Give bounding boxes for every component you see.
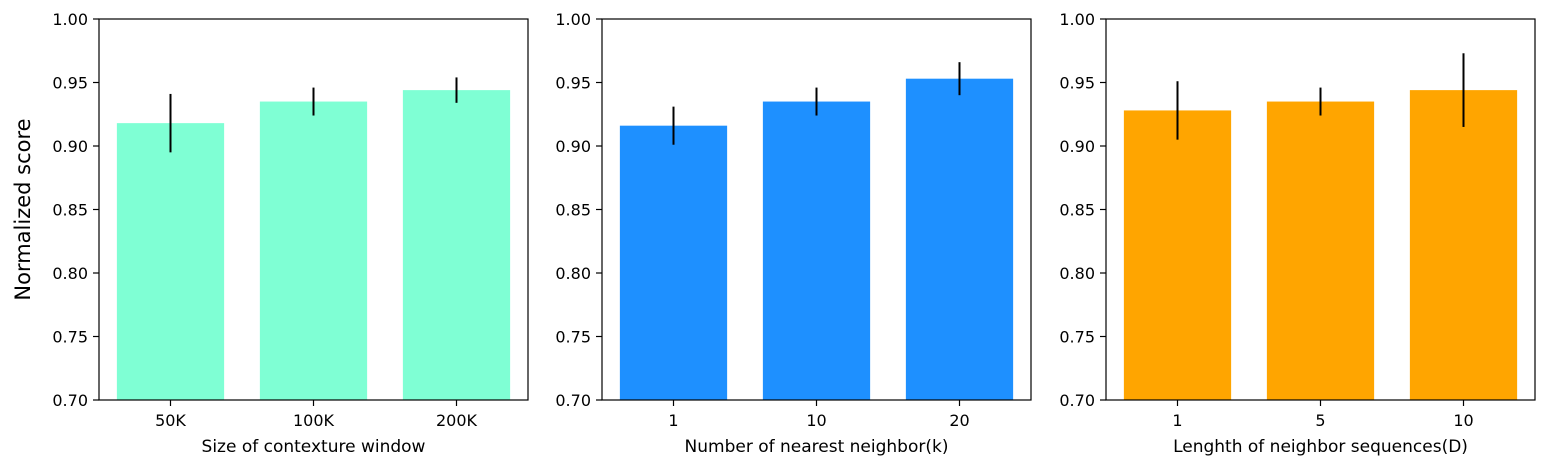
x-axis-label: Size of contexture window bbox=[202, 437, 426, 457]
y-tick-label: 0.95 bbox=[555, 74, 591, 93]
bar-20 bbox=[905, 78, 1014, 400]
y-tick-label: 0.70 bbox=[52, 391, 88, 410]
x-tick-label: 10 bbox=[1453, 411, 1473, 430]
y-tick-label: 0.70 bbox=[555, 391, 591, 410]
subplot-2: 0.70 0.75 0.80 0.85 0.90 0.95 1.00 1 10 20Number … bbox=[555, 10, 1032, 457]
y-tick-label: 0.90 bbox=[555, 137, 591, 156]
y-tick-label: 1.00 bbox=[555, 10, 591, 29]
subplot-1: 0.70 0.75 0.80 0.85 0.90 0.95 1.00 50K 100K 200K S… bbox=[11, 10, 529, 457]
x-tick-label: 20 bbox=[949, 411, 969, 430]
bar-10 bbox=[762, 101, 871, 401]
y-tick-label: 0.90 bbox=[52, 137, 88, 156]
y-tick-label: 0.95 bbox=[1059, 74, 1095, 93]
y-tick-label: 0.75 bbox=[52, 328, 88, 347]
x-tick-label: 200K bbox=[436, 411, 478, 430]
y-tick-label: 0.80 bbox=[555, 264, 591, 283]
y-tick-label: 0.80 bbox=[52, 264, 88, 283]
x-axis-label: Lenghth of neighbor sequences(D) bbox=[1173, 437, 1468, 457]
y-tick-label: 1.00 bbox=[52, 10, 88, 29]
y-tick-label: 0.75 bbox=[555, 328, 591, 347]
bar-5 bbox=[1266, 101, 1375, 401]
x-tick-label: 1 bbox=[1172, 411, 1182, 430]
y-tick-label: 0.75 bbox=[1059, 328, 1095, 347]
x-tick-label: 100K bbox=[293, 411, 335, 430]
bar-1 bbox=[619, 125, 728, 401]
subplot-3: 0.70 0.75 0.80 0.85 0.90 0.95 1.00 1 5 10 Lenghth … bbox=[1059, 10, 1536, 457]
y-tick-label: 0.85 bbox=[52, 201, 88, 220]
bar-1 bbox=[1123, 110, 1232, 400]
bar-10 bbox=[1409, 90, 1518, 401]
x-tick-label: 10 bbox=[806, 411, 826, 430]
bar-200K bbox=[402, 90, 511, 401]
x-tick-label: 1 bbox=[668, 411, 678, 430]
y-tick-label: 1.00 bbox=[1059, 10, 1095, 29]
bar-50K bbox=[116, 123, 225, 400]
y-axis-label: Normalized score bbox=[11, 118, 35, 300]
y-tick-label: 0.70 bbox=[1059, 391, 1095, 410]
y-tick-label: 0.85 bbox=[555, 201, 591, 220]
x-tick-label: 50K bbox=[155, 411, 186, 430]
bar-100K bbox=[259, 101, 368, 401]
x-axis-label: Number of nearest neighbor(k) bbox=[685, 437, 949, 457]
y-tick-label: 0.85 bbox=[1059, 201, 1095, 220]
y-tick-label: 0.90 bbox=[1059, 137, 1095, 156]
y-tick-label: 0.95 bbox=[52, 74, 88, 93]
x-tick-label: 5 bbox=[1315, 411, 1325, 430]
y-tick-label: 0.80 bbox=[1059, 264, 1095, 283]
